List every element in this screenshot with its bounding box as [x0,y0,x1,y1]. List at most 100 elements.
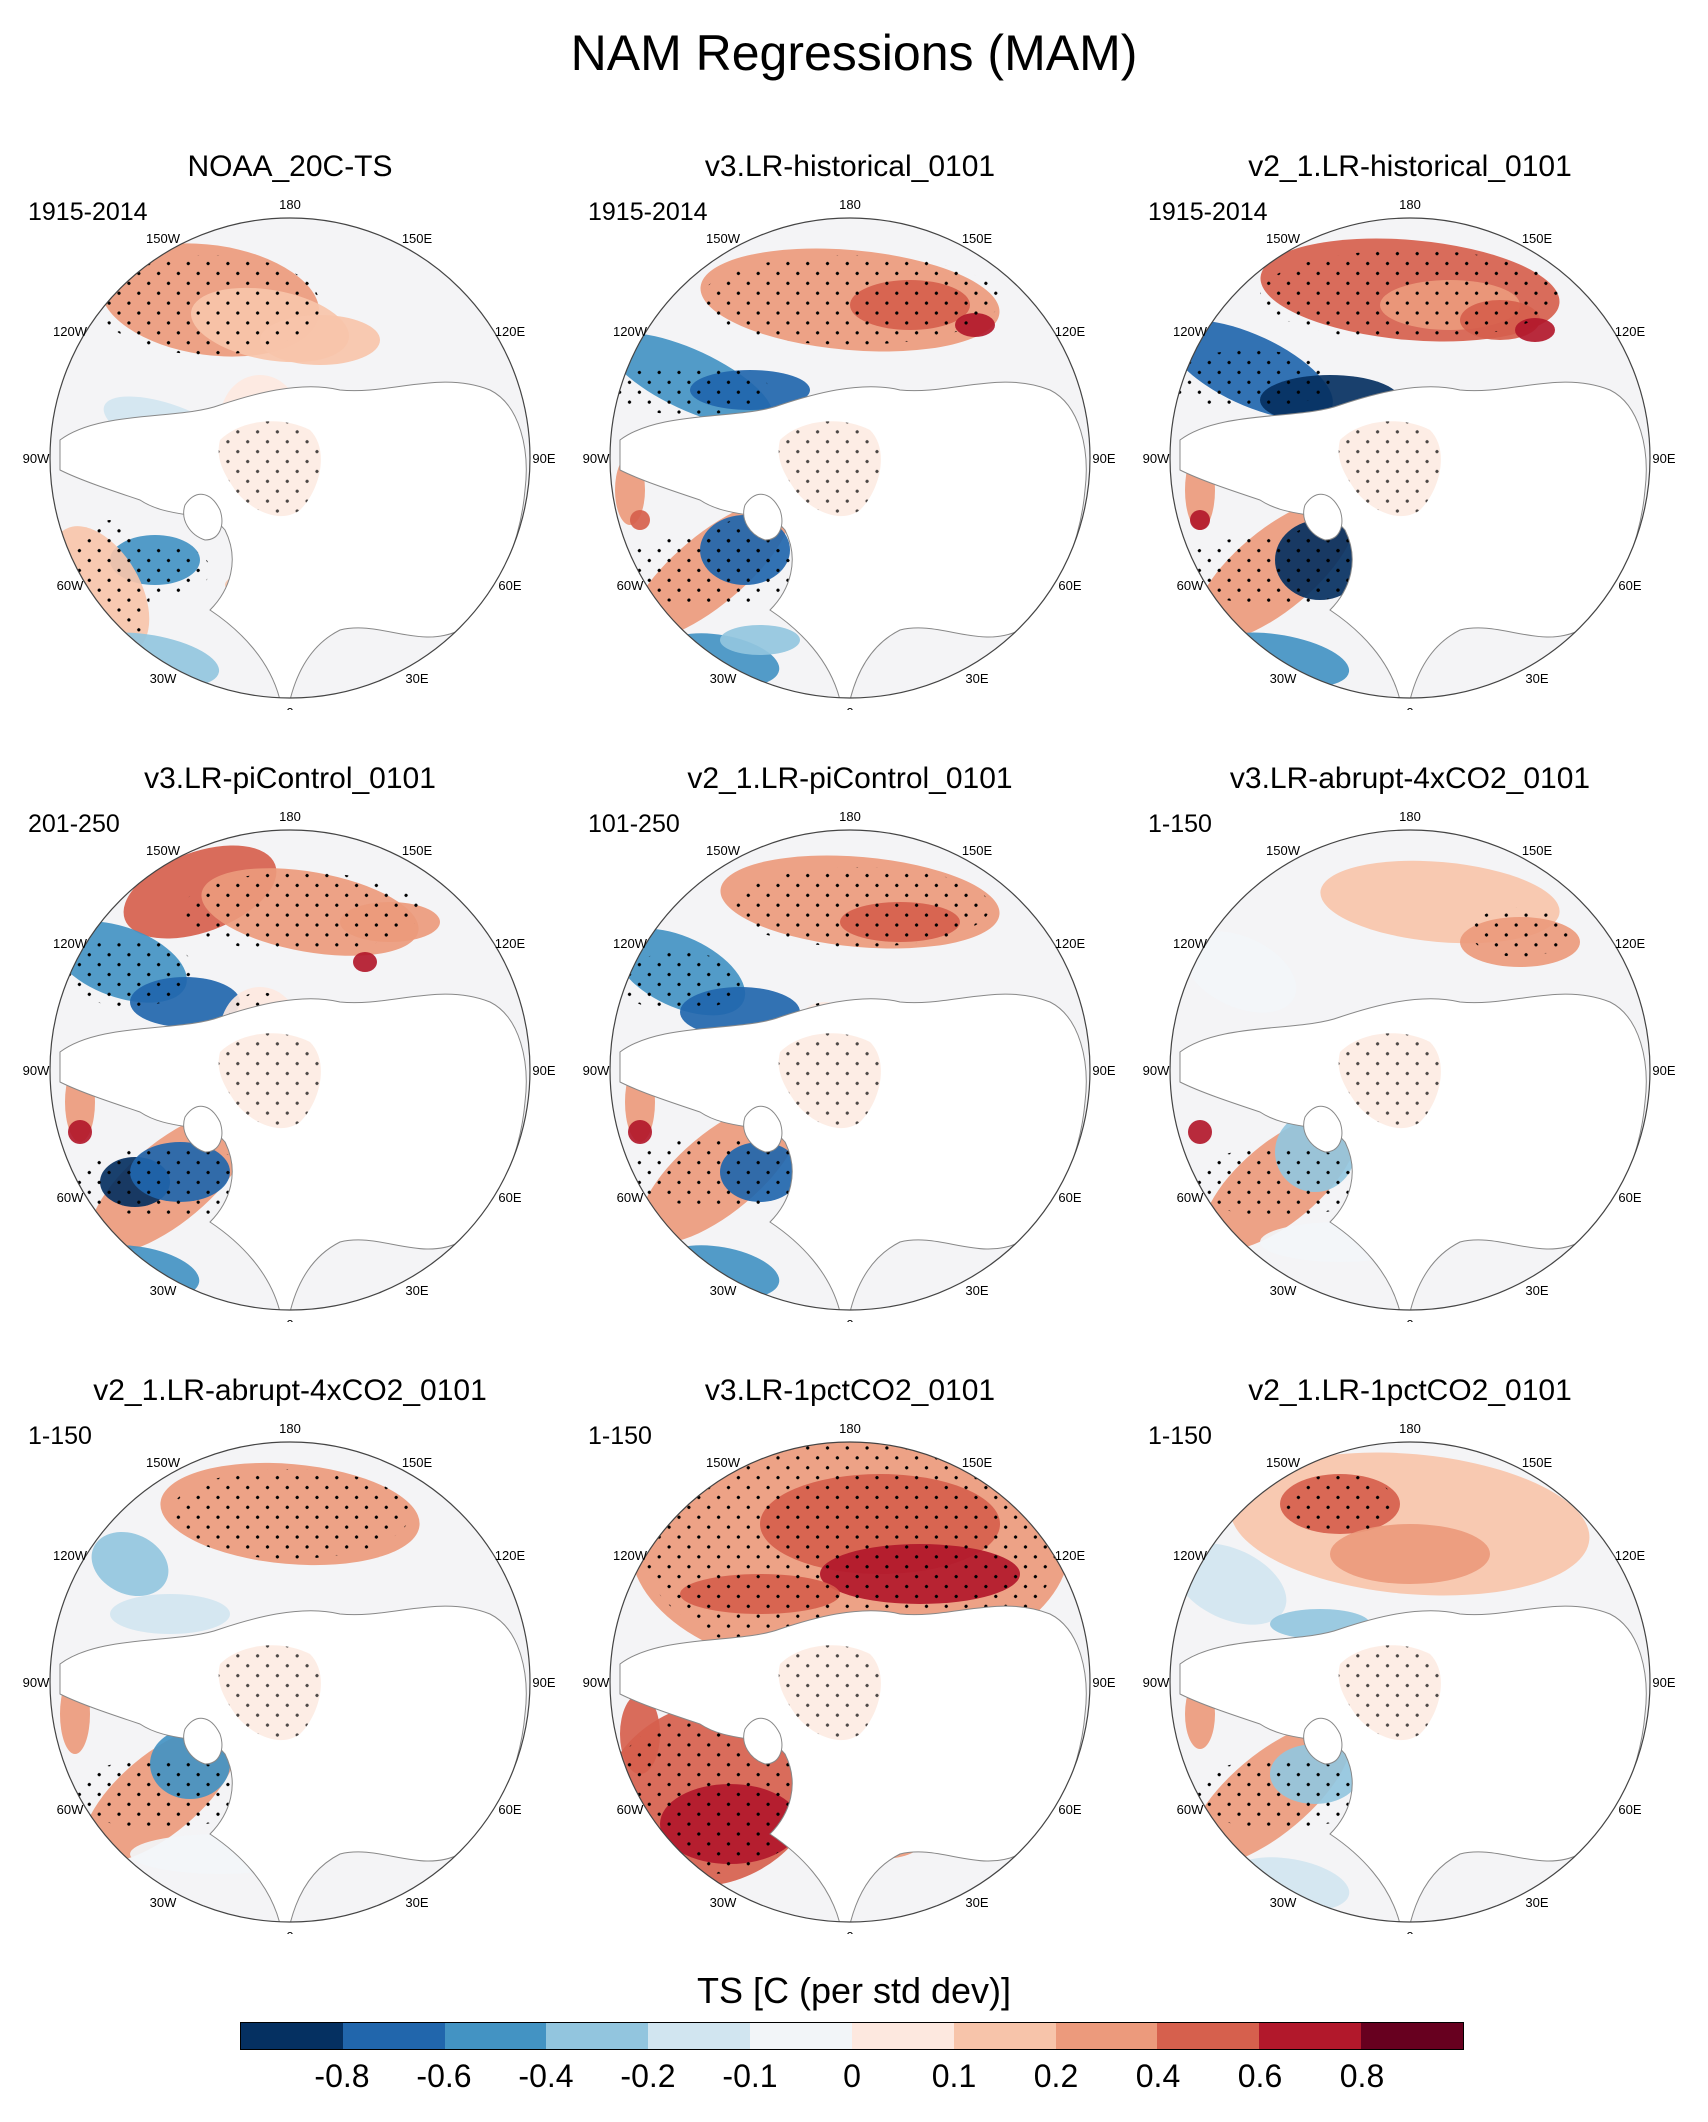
significance-stipple [65,937,195,1007]
polar-map: 180 150E 120E 90E 60E 30E 0 30W 60W 90W 120W 150W [1143,197,1676,710]
significance-stipple [700,255,1000,345]
longitude-label: 150E [1522,231,1553,246]
longitude-label: 150E [402,843,433,858]
map-boundary [1169,1441,1651,1923]
longitude-label: 150W [706,231,741,246]
map-panel: v2_1.LR-abrupt-4xCO2_0101 1-150 180 150E 1… [20,1374,560,1934]
anomaly-contour [1190,510,1210,530]
colorbar-tick-label: 0.2 [1033,2058,1079,2094]
map-boundary [1169,829,1651,1311]
significance-stipple [640,1442,1060,1664]
longitude-label: 150E [1522,1455,1553,1470]
longitude-label: 60W [57,1802,84,1817]
longitude-label: 150W [1266,231,1301,246]
longitude-label: 180 [279,1421,301,1436]
arctic-stipple [778,1645,881,1741]
longitude-label: 30E [1525,1283,1548,1298]
map-panel: v3.LR-piControl_0101 201-250 180 150E 120E… [20,762,560,1322]
colorbar-swatch [241,2023,343,2049]
longitude-label: 90W [583,451,610,466]
colorbar [240,2022,1464,2050]
significance-stipple [620,952,740,1012]
longitude-label: 60E [1618,578,1641,593]
longitude-label: 0 [846,1317,853,1322]
longitude-label: 60W [57,1190,84,1205]
significance-stipple [625,1137,815,1207]
longitude-label: 120E [495,936,526,951]
longitude-label: 150E [1522,843,1553,858]
land-mass [1179,1605,1647,1922]
significance-stipple [100,255,320,355]
anomaly-contour [91,1531,169,1597]
longitude-label: 120E [495,1548,526,1563]
longitude-label: 60E [1618,1802,1641,1817]
longitude-label: 90W [1143,1675,1170,1690]
longitude-label: 60E [1058,1802,1081,1817]
map-boundary [49,217,531,699]
significance-stipple [1285,1474,1395,1534]
significance-stipple [130,545,210,595]
longitude-label: 60W [617,1190,644,1205]
longitude-label: 30W [150,671,177,686]
map-boundary [49,829,531,1311]
significance-stipple [1470,907,1570,957]
longitude-label: 30E [405,671,428,686]
panel-title: v2_1.LR-abrupt-4xCO2_0101 [93,1374,487,1407]
longitude-label: 60E [1618,1190,1641,1205]
longitude-label: 90E [1092,451,1115,466]
greenland [183,1105,223,1153]
colorbar-tick-label: -0.4 [518,2058,574,2094]
longitude-label: 150E [962,231,993,246]
map-panel: v3.LR-historical_0101 1915-2014 180 150E 1… [580,150,1120,710]
longitude-label: 30E [1525,1895,1548,1910]
panel-period: 1-150 [588,1422,652,1450]
longitude-label: 0 [286,1929,293,1934]
longitude-label: 180 [1399,197,1421,212]
longitude-label: 0 [1406,705,1413,710]
map-boundary [49,1441,531,1923]
longitude-label: 30E [965,671,988,686]
longitude-label: 0 [846,705,853,710]
map-boundary [1169,217,1651,699]
colorbar-tick-label: -0.6 [416,2058,472,2094]
arctic-stipple [1338,1645,1441,1741]
longitude-label: 60E [498,578,521,593]
longitude-label: 150W [146,843,181,858]
colorbar-swatch [342,2023,445,2049]
anomaly-contour [628,1120,652,1144]
longitude-label: 60E [1058,1190,1081,1205]
longitude-label: 0 [1406,1929,1413,1934]
longitude-label: 60W [57,578,84,593]
longitude-label: 120E [1055,324,1086,339]
colorbar-swatch [546,2023,649,2049]
longitude-label: 150W [706,843,741,858]
land-mass [1179,381,1647,698]
longitude-label: 90W [1143,1063,1170,1078]
anomaly-contour [630,510,650,530]
significance-stipple [70,1759,250,1829]
panel-title: v2_1.LR-1pctCO2_0101 [1248,1374,1572,1407]
colorbar-tick-label: 0.1 [931,2058,977,2094]
longitude-label: 120W [1173,324,1208,339]
panel-title: v3.LR-abrupt-4xCO2_0101 [1229,762,1591,795]
longitude-label: 90E [1092,1063,1115,1078]
land-mass [1179,993,1647,1310]
land-mass [59,1605,527,1922]
polar-map: 180 150E 120E 90E 60E 30E 0 30W 60W 90W 120W 150W [23,1421,556,1934]
anomaly-contour [110,1594,230,1634]
arctic-stipple [218,421,321,517]
longitude-label: 30W [1270,1283,1297,1298]
map-panel: v2_1.LR-historical_0101 1915-2014 180 150… [1140,150,1680,710]
land-mass [619,1605,1087,1922]
figure-title: NAM Regressions (MAM) [570,25,1138,81]
significance-stipple [1190,1147,1370,1217]
panel-period: 101-250 [588,810,680,838]
longitude-label: 30E [1525,671,1548,686]
longitude-label: 120W [1173,1548,1208,1563]
panel-title: v3.LR-historical_0101 [704,150,996,183]
longitude-label: 180 [279,197,301,212]
longitude-label: 150E [962,843,993,858]
longitude-label: 60W [1177,1802,1204,1817]
land-mass [59,993,527,1310]
longitude-label: 0 [286,705,293,710]
